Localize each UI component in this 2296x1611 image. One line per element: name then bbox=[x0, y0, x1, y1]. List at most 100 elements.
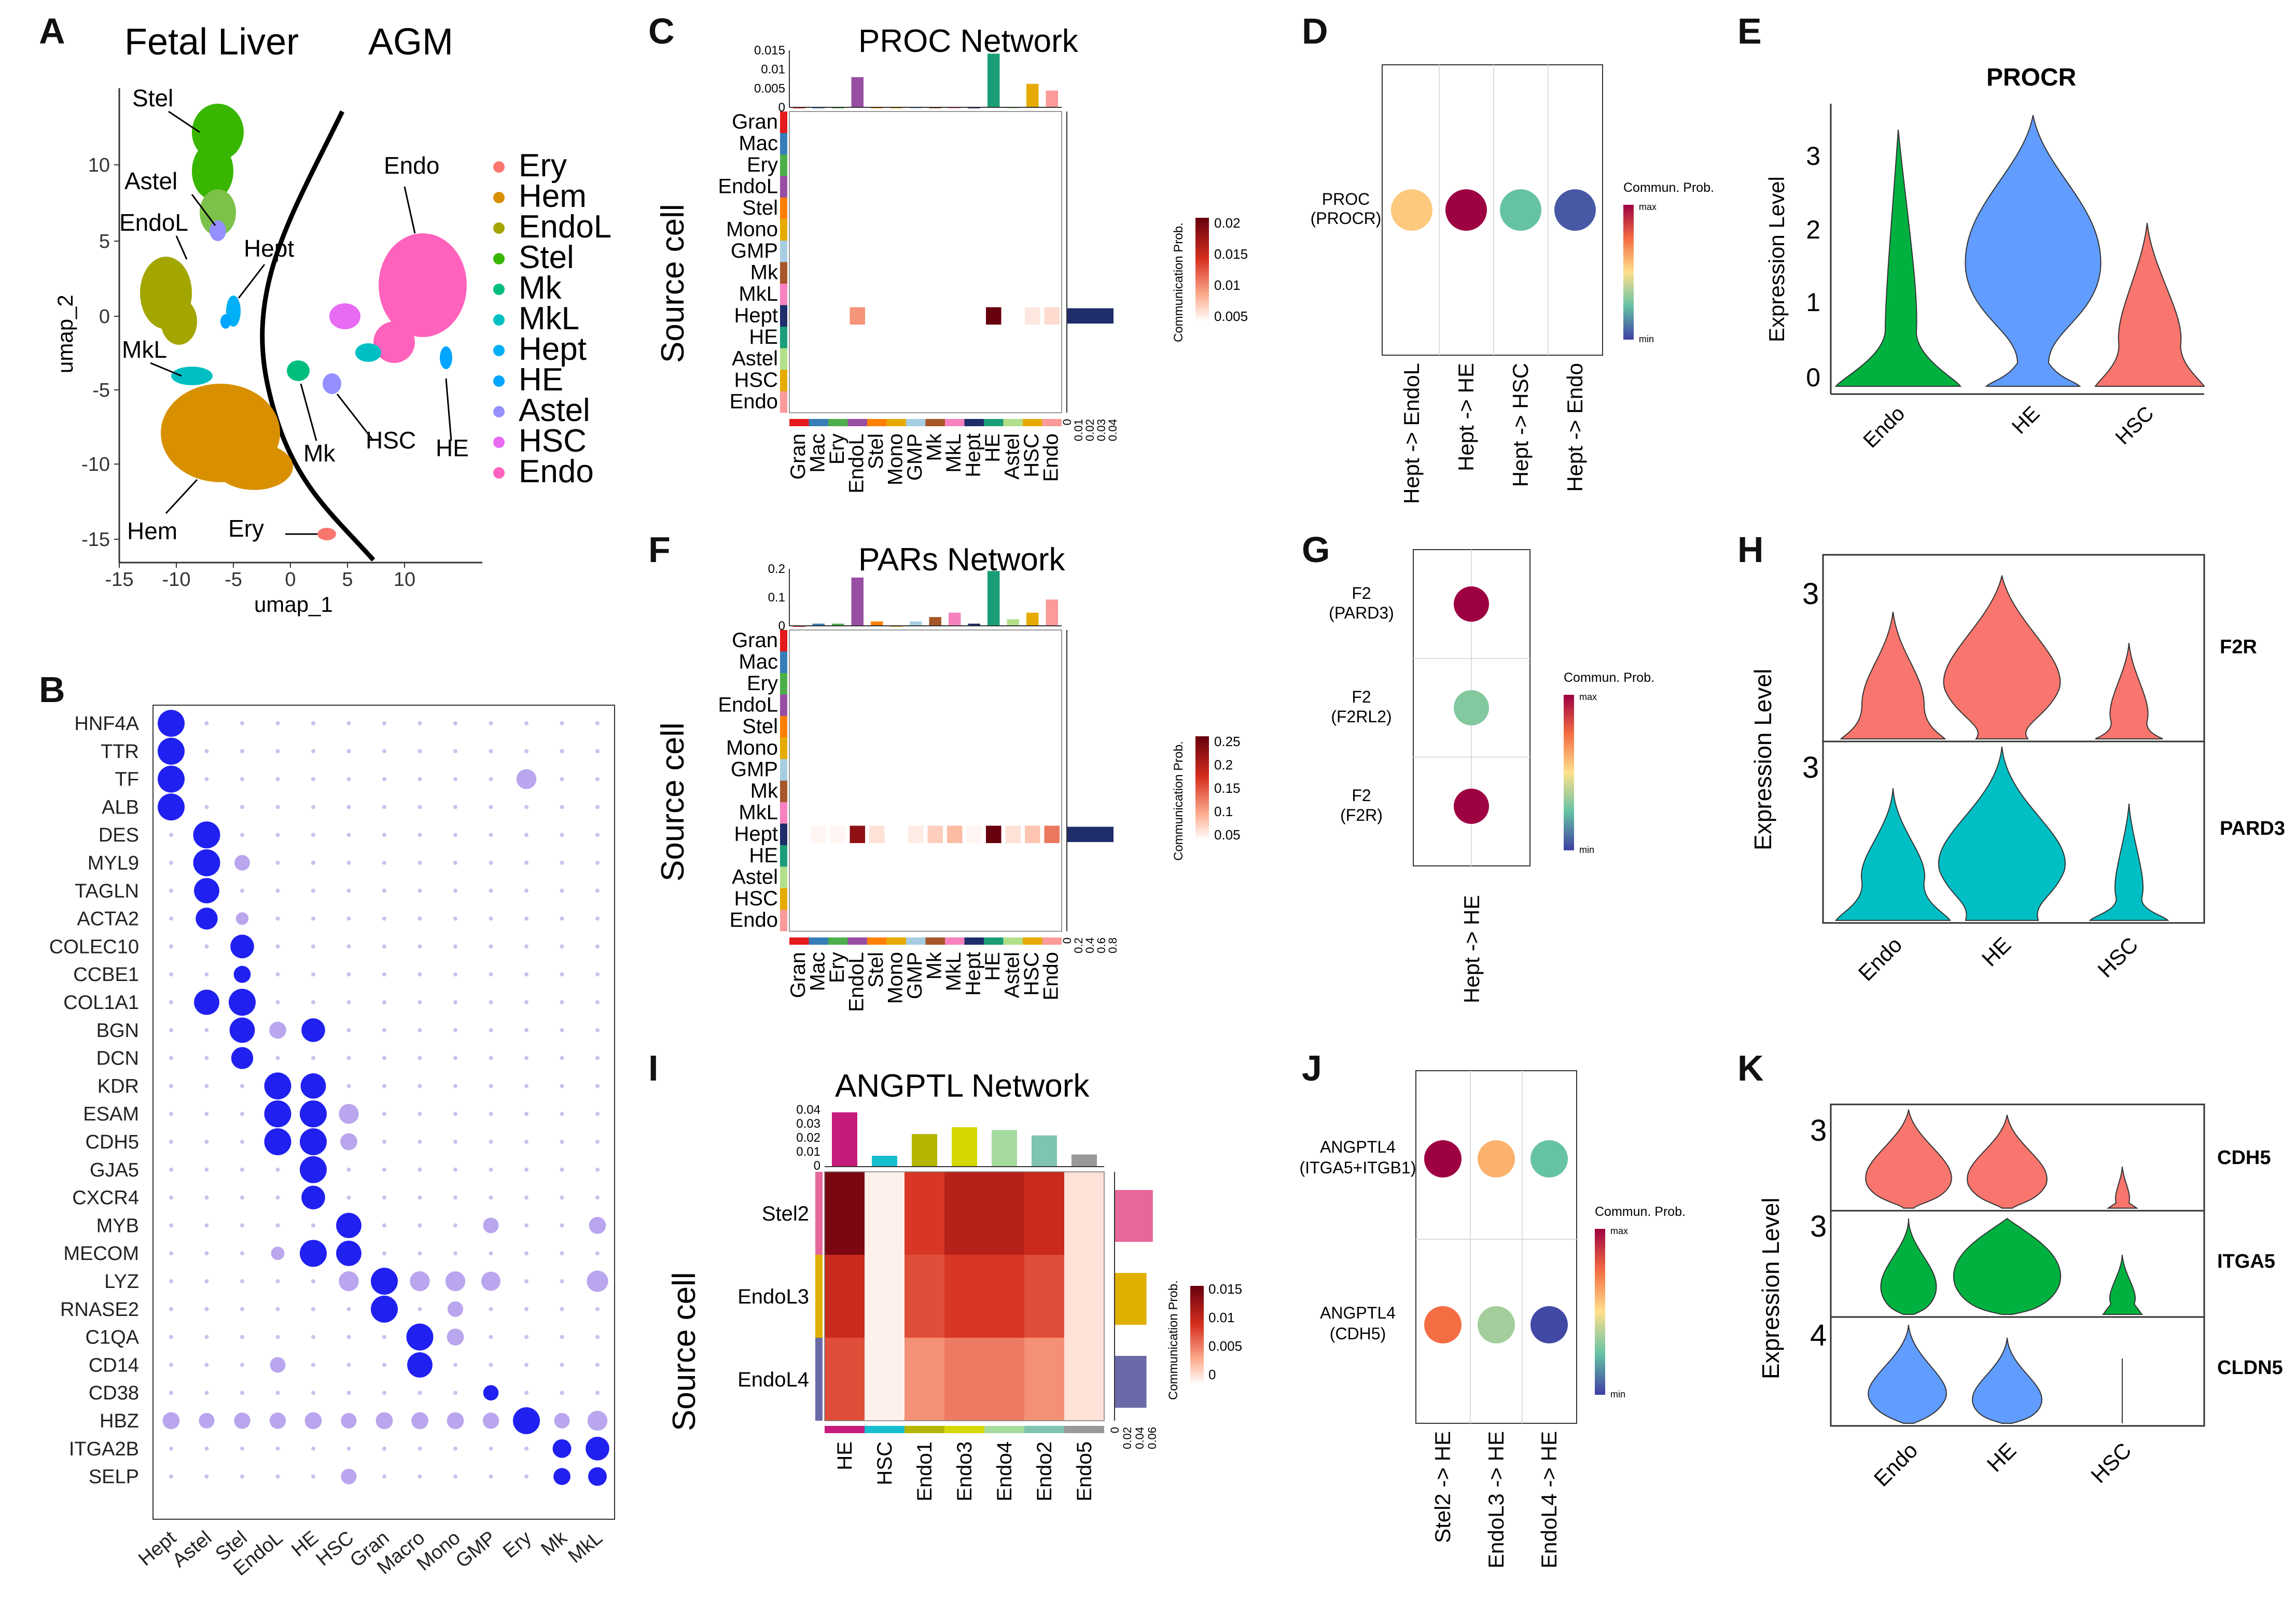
source-color-strip bbox=[780, 391, 787, 413]
expression-dot bbox=[346, 1084, 351, 1088]
expression-dot bbox=[240, 1279, 244, 1283]
bubble-row-receptor: (CDH5) bbox=[1330, 1324, 1386, 1343]
expression-dot bbox=[453, 972, 457, 977]
target-cell-label: Ery bbox=[826, 433, 848, 465]
colorbar-title: Commun. Prob. bbox=[1564, 670, 1654, 685]
expression-dot bbox=[240, 1167, 244, 1172]
cell-type-label: GMP bbox=[452, 1527, 500, 1573]
right-tick: 0 bbox=[1061, 419, 1074, 425]
expression-dot bbox=[489, 777, 493, 781]
source-color-strip bbox=[780, 651, 787, 673]
expression-dot bbox=[382, 1000, 386, 1004]
target-color-strip bbox=[789, 419, 809, 426]
right-bar bbox=[1067, 826, 1114, 842]
umap-plot: Fetal Liver AGM -15 -10 -5 0 5 10 10 5 0 -5 -10 -1… bbox=[53, 21, 611, 617]
expression-dot bbox=[447, 1412, 464, 1430]
expression-dot bbox=[489, 1140, 493, 1144]
expression-dot bbox=[560, 1028, 564, 1032]
expression-dot bbox=[240, 1112, 244, 1116]
bubble bbox=[1500, 189, 1541, 231]
panel-label: A bbox=[39, 11, 65, 51]
target-color-strip bbox=[1042, 419, 1062, 426]
expression-dot bbox=[169, 833, 173, 837]
expression-dot bbox=[489, 944, 493, 949]
expression-dot bbox=[595, 1167, 600, 1172]
expression-dot bbox=[560, 1223, 564, 1228]
expression-dot bbox=[595, 1307, 600, 1311]
ytick-top: 3 bbox=[1802, 577, 1819, 611]
heatmap-frame bbox=[789, 111, 1062, 413]
cell-type-label: Hept bbox=[134, 1526, 180, 1570]
colorbar-tick: 0.25 bbox=[1214, 734, 1241, 749]
gene-label: RNASE2 bbox=[60, 1299, 139, 1321]
expression-dot bbox=[275, 1335, 280, 1339]
expression-dot bbox=[341, 1413, 357, 1428]
expression-dot bbox=[513, 1407, 540, 1434]
expression-dot bbox=[453, 833, 457, 837]
expression-dot bbox=[275, 833, 280, 837]
source-color-strip bbox=[780, 241, 787, 262]
legend-swatch bbox=[493, 161, 505, 173]
umap-title-right: AGM bbox=[368, 21, 453, 63]
right-tick: 0.8 bbox=[1106, 937, 1119, 954]
source-color-strip bbox=[780, 305, 787, 327]
panel-label: H bbox=[1737, 529, 1764, 570]
colorbar-tick: 0.01 bbox=[1214, 277, 1241, 293]
gene-dotplot: HNF4A TTR TF ALB DES MYL9 TAGLN ACTA2 COLEC10 CCB… bbox=[49, 705, 615, 1580]
target-color-strip bbox=[945, 419, 965, 426]
expression-dot bbox=[340, 1133, 357, 1151]
target-cell-label: Mk bbox=[923, 951, 946, 979]
source-cell-label: Hept bbox=[734, 823, 778, 846]
violin-f2r-endo bbox=[1840, 611, 1946, 739]
expression-dot bbox=[560, 1335, 564, 1339]
right-tick: 0.4 bbox=[1083, 937, 1096, 954]
source-cell-label: Gran bbox=[732, 110, 778, 133]
source-cell-label: Mac bbox=[739, 132, 778, 155]
expression-dot bbox=[524, 1446, 528, 1451]
expression-dot bbox=[418, 888, 422, 893]
violin-f2r-hsc bbox=[2095, 642, 2163, 739]
source-color-strip bbox=[780, 845, 787, 867]
target-cell-label: Hept bbox=[962, 433, 985, 478]
expression-dot bbox=[483, 1217, 499, 1234]
colorbar-tick: 0.05 bbox=[1214, 827, 1241, 843]
expression-dot bbox=[489, 1251, 493, 1256]
gene-label: ITGA2B bbox=[69, 1438, 139, 1460]
expression-dot bbox=[204, 1167, 209, 1172]
heatmap-ylabel: Source cell bbox=[655, 204, 691, 363]
expression-dot bbox=[204, 1474, 209, 1479]
expression-dot bbox=[418, 1391, 422, 1395]
expression-dot bbox=[311, 1335, 315, 1339]
expression-dot bbox=[382, 1391, 386, 1395]
expression-dot bbox=[371, 1268, 398, 1295]
target-cell-label: Mono bbox=[884, 952, 907, 1004]
bubble-row-label: F2 bbox=[1352, 584, 1371, 603]
expression-dot bbox=[382, 1335, 386, 1339]
expression-dot bbox=[595, 1363, 600, 1367]
bubble bbox=[1391, 189, 1432, 231]
heatmap-title: PROC Network bbox=[858, 23, 1079, 59]
expression-dot bbox=[595, 1112, 600, 1116]
expression-dot bbox=[418, 972, 422, 977]
source-cell-label: Astel bbox=[732, 347, 778, 370]
source-cell-label: Gran bbox=[732, 629, 778, 652]
expression-dot bbox=[489, 1028, 493, 1032]
top-bar bbox=[1026, 83, 1039, 107]
heatmap-frame bbox=[824, 1171, 1105, 1421]
expression-dot bbox=[595, 944, 600, 949]
panel-a: A Fetal Liver AGM -15 -10 -5 0 5 10 10 5 0 -5 -10… bbox=[0, 0, 648, 648]
heatmap-cell bbox=[905, 1255, 944, 1338]
source-cell-label: Ery bbox=[747, 153, 778, 176]
heatmap-cell bbox=[850, 825, 865, 843]
expression-dot bbox=[524, 1140, 528, 1144]
bubble bbox=[1445, 189, 1487, 231]
source-cell-label: Hept bbox=[734, 304, 778, 327]
expression-dot bbox=[264, 1100, 291, 1128]
gene-label: MYL9 bbox=[88, 852, 139, 874]
expression-dot bbox=[453, 1000, 457, 1004]
expression-dot bbox=[382, 944, 386, 949]
cluster-label: HE bbox=[436, 435, 469, 461]
violin-group-label: HE bbox=[2008, 402, 2044, 438]
violin-group-label: Endo bbox=[1869, 1438, 1923, 1491]
expression-dot bbox=[240, 777, 244, 781]
